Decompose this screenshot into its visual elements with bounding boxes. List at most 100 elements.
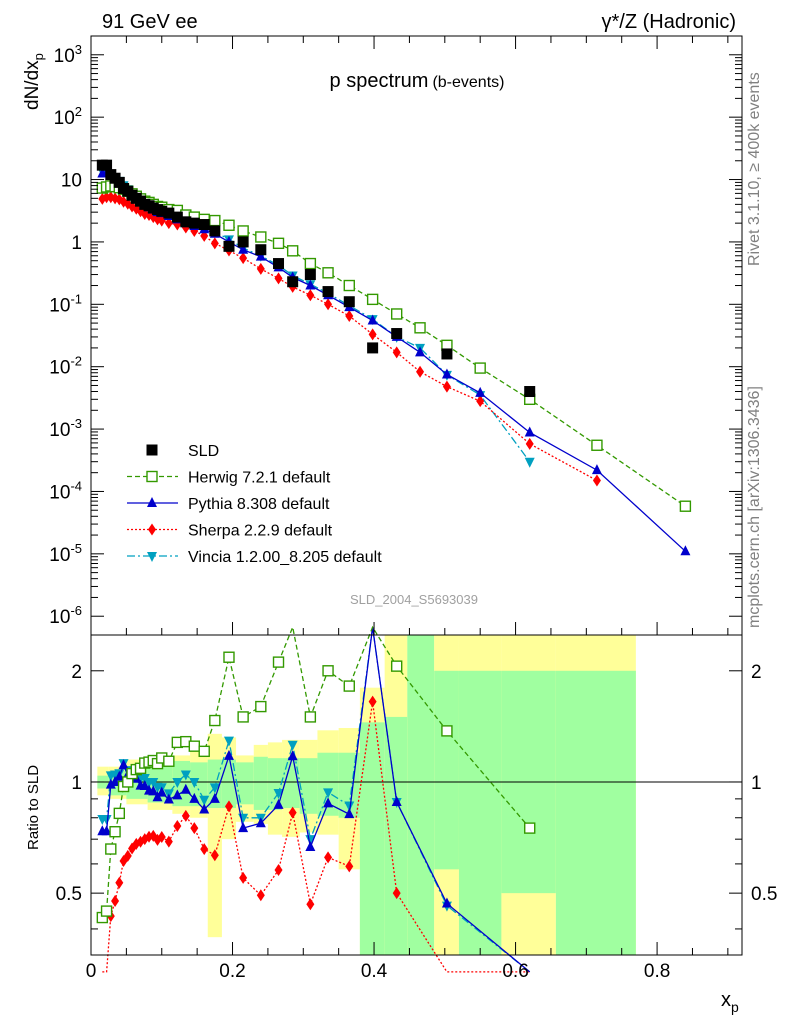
point-sld-16 [171,211,183,223]
ratio-point-vincia-25 [287,740,298,751]
ratio-point-sherpa-3 [111,894,120,907]
point-sherpa-26 [306,289,315,302]
ratio-point-pythia-19 [199,803,210,814]
ratio-point-herwig-22 [237,711,249,723]
point-sld-17 [180,216,192,228]
ratio-tick-label-left: 2 [71,662,82,683]
point-sld-24 [273,258,285,270]
point-sld-4 [113,176,125,188]
point-sherpa-1 [102,191,111,204]
point-pythia-32 [441,368,452,379]
ratio-point-sherpa-22 [239,871,248,884]
point-pythia-22 [238,243,249,254]
point-sherpa-24 [274,272,283,285]
legend-label: SLD [188,443,219,460]
point-pythia-26 [305,279,316,290]
ratio-point-pythia-12 [148,785,159,796]
point-herwig-30 [390,308,403,320]
ratio-point-vincia-1 [101,814,112,825]
ratio-point-herwig-1 [100,905,113,917]
ratio-point-vincia-18 [189,777,200,788]
ratio-point-herwig-31 [441,725,453,737]
spectrum-title-sub: (b-events) [432,74,504,91]
point-sherpa-27 [324,298,333,311]
point-sld-30 [391,328,403,340]
ratio-series [96,624,536,973]
band-inner-17 [407,635,435,955]
ratio-point-pythia-2 [105,778,116,789]
ratio-point-pythia-14 [156,786,167,797]
side-label-rivet: Rivet 3.1.10, ≥ 400k events [746,72,763,266]
ratio-point-sherpa-18 [190,822,199,835]
ratio-sherpa [102,695,530,973]
point-sld-14 [156,205,168,217]
ratio-point-sherpa-30 [392,887,401,900]
point-herwig-22 [237,225,249,237]
point-herwig-21 [223,219,235,231]
point-herwig-26 [304,257,317,270]
ratio-point-pythia-10 [139,780,150,791]
ratio-point-herwig-20 [209,714,221,727]
ratio-point-sherpa-24 [274,863,283,876]
point-sherpa-28 [345,309,354,322]
ratio-point-herwig-23 [255,700,267,713]
legend-label: Sherpa 2.2.9 default [188,523,333,540]
ratio-point-vincia-17 [180,770,191,781]
side-label-mcplots: mcplots.cern.ch [arXiv:1306.3436] [746,386,763,628]
point-pythia-31 [415,346,426,357]
point-sherpa-23 [256,262,265,275]
ratio-tick-label-left: 1 [71,773,82,794]
legend-item-vincia: Vincia 1.2.00_8.205 default [127,549,382,566]
y-tick-label-upper: 10 [61,171,82,192]
header-right: γ*/Z (Hadronic) [602,11,736,33]
point-sherpa-35 [592,474,601,487]
point-sld-23 [255,244,267,256]
point-pythia-35 [591,464,602,475]
x-tick-label: 0.4 [361,961,388,982]
ratio-point-herwig-26 [304,711,317,723]
ratio-point-vincia-28 [344,801,355,812]
ratio-point-vincia-26 [305,835,316,846]
point-sherpa-31 [416,365,425,378]
ratio-tick-label-right: 2 [751,662,762,683]
ratio-point-herwig-21 [223,651,235,663]
ratio-point-sherpa-6 [123,849,132,862]
band-inner-19 [458,670,502,955]
ratio-point-sherpa-21 [224,800,233,813]
spectrum-title-main: p spectrum [330,70,429,92]
point-sld-18 [188,217,200,229]
ratio-point-pythia-18 [189,792,200,803]
ratio-point-pythia-17 [180,783,191,794]
ratio-point-pythia-23 [255,817,266,828]
ratio-point-pythia-3 [110,775,121,786]
ratio-tick-label-right: 0.5 [751,884,777,905]
band-inner-18 [434,670,459,870]
spectrum-series [96,159,692,556]
point-sld-20 [209,225,221,237]
ratio-point-vincia-24 [273,789,284,800]
spectrum-title: p spectrum (b-events) [330,70,505,92]
legend-item-herwig: Herwig 7.2.1 default [127,470,331,487]
ratio-point-herwig-2 [105,843,117,855]
band-inner-21 [555,670,636,955]
ratio-point-sherpa-27 [324,851,333,864]
ratio-point-herwig-3 [109,826,121,838]
ratio-point-pythia-1 [101,825,112,836]
ratio-point-vincia-19 [199,795,210,806]
point-sherpa-15 [164,217,173,230]
point-pythia-23 [255,250,266,261]
ratio-herwig [96,624,536,924]
x-tick-label: 0.8 [644,961,670,982]
ratio-point-sherpa-14 [157,830,166,843]
point-sherpa-34 [525,437,534,450]
ratio-point-vincia-21 [223,736,234,747]
ratio-point-pythia-28 [344,808,355,819]
point-sherpa-30 [392,346,401,359]
ratio-point-herwig-19 [198,745,210,758]
point-herwig-28 [343,279,355,292]
ratio-point-pythia-24 [273,798,284,809]
point-sherpa-22 [239,252,248,265]
ratio-point-herwig-24 [272,656,285,668]
point-pythia-29 [367,314,378,325]
y-axis-label-lower: Ratio to SLD [25,765,42,850]
